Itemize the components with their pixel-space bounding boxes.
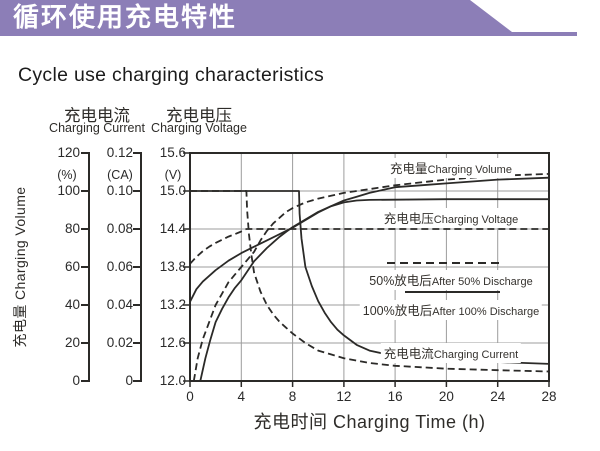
volume-unit-label: (%) bbox=[57, 168, 77, 182]
charging-volume-curve-label-zh: 充电量 bbox=[390, 162, 428, 176]
charging-current-curve-label-zh: 充电电流 bbox=[383, 347, 434, 361]
current-tick-mark bbox=[133, 304, 140, 306]
charging-current-header-zh: 充电电流 bbox=[64, 107, 130, 125]
volume-tick-label: 40 bbox=[64, 297, 80, 312]
current-tick-label: 0 bbox=[125, 373, 133, 388]
current-tick-mark bbox=[133, 380, 140, 382]
volume-tick-label: 0 bbox=[72, 373, 80, 388]
page-title-zh: 循环使用充电特性 bbox=[13, 2, 238, 32]
current-tick-mark bbox=[133, 152, 140, 154]
legend-after-100-label-en: After 100% Discharge bbox=[432, 306, 540, 318]
x-tick-label: 8 bbox=[288, 389, 297, 404]
charging-voltage-curve-label-zh: 充电电压 bbox=[383, 212, 434, 226]
current-tick-mark bbox=[133, 342, 140, 344]
legend-after-50-label-en: After 50% Discharge bbox=[431, 276, 533, 288]
legend-dashed-line bbox=[387, 262, 503, 264]
x-axis-title-en: Charging Time (h) bbox=[332, 412, 486, 432]
voltage-tick-label: 14.4 bbox=[159, 221, 186, 236]
charging-voltage-header-zh: 充电电压 bbox=[166, 107, 232, 125]
x-tick-label: 4 bbox=[237, 389, 246, 404]
charging-voltage-after-100-discharge-curve bbox=[189, 198, 549, 303]
volume-tick-mark bbox=[81, 304, 88, 306]
current-tick-label: 0.02 bbox=[106, 335, 133, 350]
chart-plot-area: 充电量Charging Volume 充电电压Charging Voltage … bbox=[183, 152, 550, 387]
charging-voltage-curve-label-en: Charging Voltage bbox=[433, 214, 519, 226]
x-axis-title-zh: 充电时间 bbox=[253, 412, 328, 432]
voltage-tick-label: 13.2 bbox=[159, 297, 186, 312]
charging-volume-curve-label: 充电量Charging Volume bbox=[387, 158, 515, 178]
volume-axis-label-zh: 充电量 bbox=[12, 304, 28, 348]
current-unit-label: (CA) bbox=[107, 168, 133, 182]
x-axis-title: 充电时间 Charging Time (h) bbox=[190, 408, 549, 434]
volume-tick-mark bbox=[81, 228, 88, 230]
charging-voltage-header-en: Charging Voltage bbox=[151, 121, 247, 135]
x-tick-label: 0 bbox=[186, 389, 194, 404]
charging-volume-after-100-discharge-curve bbox=[199, 176, 550, 382]
voltage-tick-label: 15.0 bbox=[159, 183, 186, 198]
x-tick-label: 28 bbox=[541, 389, 557, 404]
voltage-tick-label: 12.6 bbox=[159, 335, 186, 350]
current-tick-label: 0.04 bbox=[106, 297, 133, 312]
x-tick-label: 24 bbox=[490, 389, 506, 404]
voltage-tick-label: 12.0 bbox=[159, 373, 186, 388]
volume-tick-label: 80 bbox=[64, 221, 80, 236]
volume-tick-mark bbox=[81, 266, 88, 268]
charging-volume-curve-label-en: Charging Volume bbox=[427, 164, 512, 176]
legend-solid-line bbox=[405, 291, 500, 293]
x-tick-label: 20 bbox=[438, 389, 454, 404]
volume-tick-label: 120 bbox=[57, 145, 80, 160]
legend-after-50-label-zh: 50%放电后 bbox=[369, 274, 432, 288]
current-tick-mark bbox=[133, 266, 140, 268]
volume-tick-label: 60 bbox=[64, 259, 80, 274]
x-tick-label: 16 bbox=[387, 389, 403, 404]
current-axis-line bbox=[140, 152, 142, 382]
page-title-en: Cycle use charging characteristics bbox=[18, 64, 325, 86]
volume-tick-mark bbox=[81, 152, 88, 154]
volume-axis-label-en: Charging Volume bbox=[12, 186, 28, 300]
legend-after-100-discharge-label: 100%放电后After 100% Discharge bbox=[359, 300, 543, 320]
volume-axis-label: 充电量 Charging Volume bbox=[10, 157, 28, 377]
current-tick-label: 0.12 bbox=[106, 145, 133, 160]
legend-after-100-label-zh: 100%放电后 bbox=[362, 304, 433, 318]
voltage-tick-label: 15.6 bbox=[159, 145, 186, 160]
current-tick-label: 0.08 bbox=[106, 221, 133, 236]
charging-current-curve-label: 充电电流Charging Current bbox=[380, 343, 522, 363]
volume-tick-mark bbox=[81, 342, 88, 344]
charging-current-curve-label-en: Charging Current bbox=[433, 349, 519, 361]
legend-after-50-discharge-label: 50%放电后After 50% Discharge bbox=[366, 270, 536, 290]
volume-axis-line bbox=[88, 152, 90, 382]
header-banner: 循环使用充电特性 bbox=[0, 0, 577, 36]
charging-volume-after-50-discharge-curve bbox=[192, 173, 550, 382]
current-tick-label: 0.10 bbox=[106, 183, 133, 198]
voltage-tick-label: 13.8 bbox=[159, 259, 186, 274]
volume-tick-mark bbox=[81, 190, 88, 192]
current-tick-label: 0.06 bbox=[106, 259, 133, 274]
charging-current-header-en: Charging Current bbox=[49, 121, 145, 135]
current-tick-mark bbox=[133, 228, 140, 230]
charging-voltage-after-50-discharge-curve bbox=[189, 228, 549, 265]
volume-tick-mark bbox=[81, 380, 88, 382]
volume-tick-label: 20 bbox=[64, 335, 80, 350]
charging-voltage-curve-label: 充电电压Charging Voltage bbox=[380, 208, 522, 228]
volume-tick-label: 100 bbox=[57, 183, 80, 198]
current-tick-mark bbox=[133, 190, 140, 192]
x-tick-label: 12 bbox=[336, 389, 352, 404]
charging-current-after-50-discharge-curve bbox=[190, 190, 550, 373]
